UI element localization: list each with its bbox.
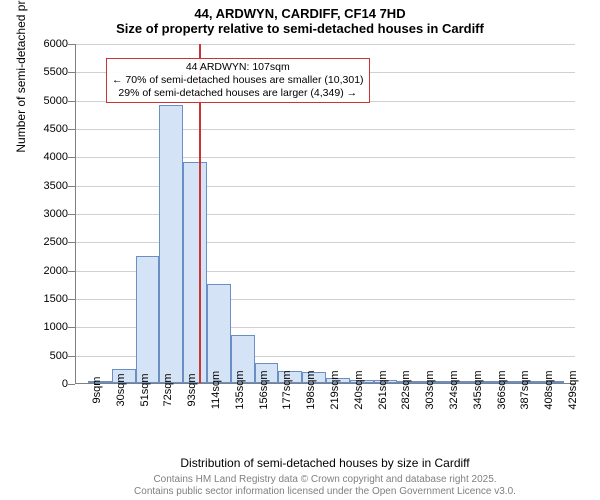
chart-title-main: 44, ARDWYN, CARDIFF, CF14 7HD — [0, 0, 600, 21]
grid-line — [76, 186, 575, 187]
y-tick-label: 1000 — [44, 321, 68, 333]
y-tick — [68, 242, 75, 243]
grid-line — [76, 129, 575, 130]
y-tick — [68, 214, 75, 215]
y-tick — [68, 299, 75, 300]
y-tick-label: 500 — [50, 350, 68, 362]
footer-note: Contains HM Land Registry data © Crown c… — [0, 474, 600, 498]
y-tick-label: 4000 — [44, 151, 68, 163]
y-tick-label: 2500 — [44, 236, 68, 248]
chart-title-sub: Size of property relative to semi-detach… — [0, 21, 600, 40]
x-tick-label: 135sqm — [234, 370, 246, 409]
x-tick-label: 282sqm — [400, 370, 412, 409]
y-axis-title: Number of semi-detached properties — [14, 0, 28, 153]
x-tick-label: 156sqm — [258, 370, 270, 409]
y-tick — [68, 157, 75, 158]
x-tick-label: 324sqm — [448, 370, 460, 409]
plot-area: 44 ARDWYN: 107sqm← 70% of semi-detached … — [75, 44, 575, 384]
y-tick — [68, 101, 75, 102]
y-tick — [68, 327, 75, 328]
y-tick-label: 1500 — [44, 293, 68, 305]
x-axis-title: Distribution of semi-detached houses by … — [0, 456, 600, 470]
histogram-bar — [183, 162, 207, 383]
x-tick-label: 366sqm — [496, 370, 508, 409]
y-tick — [68, 271, 75, 272]
callout-line1: 44 ARDWYN: 107sqm — [112, 61, 364, 74]
y-tick-label: 3000 — [44, 208, 68, 220]
x-tick-label: 114sqm — [210, 371, 222, 409]
y-tick-label: 3500 — [44, 180, 68, 192]
y-tick-label: 5000 — [44, 95, 68, 107]
grid-line — [76, 44, 575, 45]
chart-container: 44, ARDWYN, CARDIFF, CF14 7HD Size of pr… — [0, 0, 600, 500]
callout-box: 44 ARDWYN: 107sqm← 70% of semi-detached … — [106, 58, 370, 103]
footer-line1: Contains HM Land Registry data © Crown c… — [153, 474, 496, 485]
grid-line — [76, 242, 575, 243]
x-tick-label: 198sqm — [305, 370, 317, 409]
y-tick-label: 5500 — [44, 66, 68, 78]
x-tick-label: 219sqm — [329, 370, 341, 409]
x-tick-label: 429sqm — [567, 370, 579, 409]
grid-line — [76, 214, 575, 215]
y-tick — [68, 72, 75, 73]
y-tick-label: 6000 — [44, 38, 68, 50]
callout-line3: 29% of semi-detached houses are larger (… — [112, 87, 364, 100]
y-tick — [68, 186, 75, 187]
grid-line — [76, 157, 575, 158]
x-tick-label: 177sqm — [281, 370, 293, 409]
y-tick — [68, 356, 75, 357]
x-tick-label: 72sqm — [162, 373, 174, 406]
y-tick-label: 2000 — [44, 265, 68, 277]
y-tick — [68, 384, 75, 385]
x-tick-label: 9sqm — [91, 377, 103, 404]
histogram-bar — [159, 105, 183, 383]
x-tick-label: 408sqm — [543, 370, 555, 409]
x-tick-label: 345sqm — [472, 370, 484, 409]
x-tick-label: 240sqm — [353, 370, 365, 409]
footer-line2: Contains public sector information licen… — [134, 486, 516, 497]
histogram-bar — [136, 256, 160, 384]
x-tick-label: 51sqm — [139, 373, 151, 406]
x-tick-label: 387sqm — [519, 370, 531, 409]
histogram-bar — [207, 284, 231, 383]
x-tick-label: 261sqm — [377, 370, 389, 409]
y-tick-label: 4500 — [44, 123, 68, 135]
x-tick-label: 30sqm — [115, 373, 127, 406]
y-tick — [68, 44, 75, 45]
x-tick-label: 303sqm — [424, 370, 436, 409]
callout-line2: ← 70% of semi-detached houses are smalle… — [112, 74, 364, 87]
x-tick-label: 93sqm — [186, 373, 198, 406]
y-tick — [68, 129, 75, 130]
